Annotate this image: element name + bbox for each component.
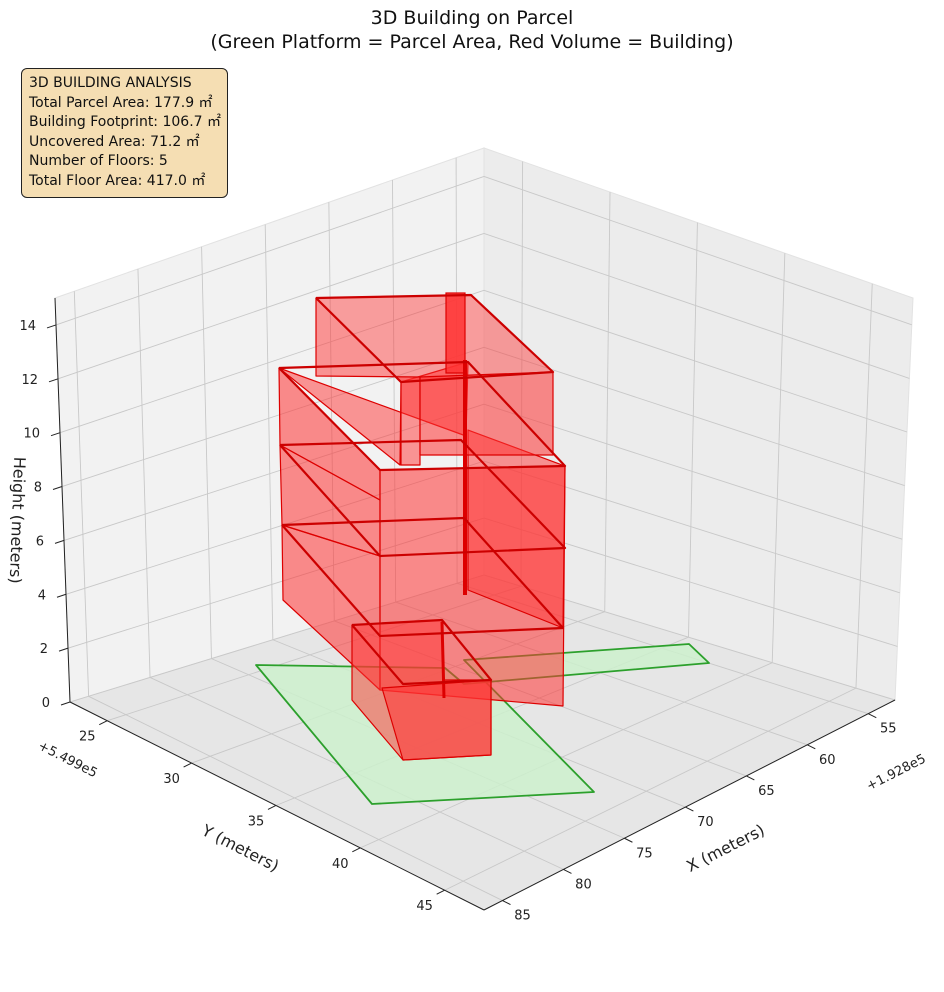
floor-outline-5 (351, 618, 493, 686)
z-axis-label: Height (meters) (6, 456, 29, 584)
z-gridline-right (483, 403, 903, 540)
z-tick-label: 6 (36, 534, 44, 549)
z-gridline-left (57, 232, 485, 380)
floor5-right-face (419, 371, 554, 456)
x-gridline-wall (201, 246, 212, 659)
z-axis-line (54, 297, 71, 703)
info-heading: 3D BUILDING ANALYSIS (29, 75, 192, 91)
info-total-floor-area: Total Floor Area: 417.0 ㎡ (29, 172, 206, 189)
z-tick (50, 432, 61, 437)
y-gridline-wall (771, 253, 786, 663)
z-gridline-left (55, 176, 485, 326)
x-tick (624, 837, 633, 843)
analysis-info-box: 3D BUILDING ANALYSIS Total Parcel Area: … (21, 68, 228, 198)
x-tick-label: 55 (880, 722, 897, 737)
x-tick (807, 744, 816, 750)
chart-subtitle: (Green Platform = Parcel Area, Red Volum… (210, 31, 734, 53)
y-gridline-wall (855, 283, 873, 689)
axes (46, 297, 896, 911)
floor-outline-2 (279, 438, 567, 558)
x-gridline-wall (137, 268, 151, 678)
tick-labels: 55 60 65 70 75 80 85 25 30 35 40 45 0 2 4 6 8 10 12 14 (19, 319, 896, 924)
y-gridline-wall (604, 192, 611, 612)
floor-outline-3 (281, 516, 565, 638)
floor-outline-4 (315, 293, 555, 384)
z-gridline-right (483, 176, 912, 326)
y-gridline-floor (360, 662, 773, 849)
x-axis-label: X (meters) (683, 820, 767, 876)
x-offset-text: +1.928e5 (864, 752, 928, 795)
x-tick (563, 868, 572, 874)
y-gridline-wall (688, 222, 698, 638)
z-tick-label: 8 (34, 481, 42, 496)
y-tick (99, 720, 108, 726)
x-tick (868, 713, 877, 719)
info-number-of-floors: Number of Floors: 5 (29, 153, 168, 170)
y-tick-label: 30 (163, 772, 180, 787)
y-tick (267, 805, 277, 810)
y-tick-label: 35 (248, 814, 265, 829)
y-tick (352, 847, 361, 853)
y-axis-line (69, 701, 485, 911)
z-tick (46, 324, 57, 329)
z-gridline-right (483, 232, 910, 379)
y-offset-text: +5.499e5 (35, 739, 99, 782)
y-tick (436, 889, 445, 895)
x-gridline-floor (88, 695, 503, 901)
x-axis-line (483, 699, 896, 911)
y-tick-label: 25 (79, 730, 96, 745)
info-building-footprint: Building Footprint: 106.7 ㎡ (29, 114, 222, 131)
x-tick-label: 70 (697, 815, 714, 830)
x-tick (502, 900, 511, 905)
z-tick (56, 593, 67, 598)
info-uncovered-area: Uncovered Area: 71.2 ㎡ (29, 133, 200, 150)
z-gridline-right (483, 346, 905, 487)
z-tick (52, 486, 63, 491)
x-gridline-wall (73, 291, 90, 697)
z-tick (54, 539, 65, 544)
info-total-parcel-area: Total Parcel Area: 177.9 ㎡ (29, 94, 213, 111)
x-tick-label: 75 (636, 846, 653, 861)
y-axis-label: Y (meters) (198, 820, 282, 875)
z-tick-label: 14 (19, 319, 36, 334)
z-tick (60, 701, 71, 706)
z-tick (48, 378, 59, 383)
x-tick-label: 60 (819, 753, 836, 768)
z-tick (58, 647, 69, 652)
y-gridline-floor (444, 687, 857, 891)
x-gridline-wall (264, 224, 274, 640)
upper-column (445, 292, 466, 374)
z-gridline-left (61, 346, 485, 487)
z-gridline-left (59, 289, 485, 434)
z-tick-label: 2 (40, 642, 48, 657)
y-tick (183, 762, 192, 768)
x-tick-label: 65 (758, 784, 775, 799)
x-tick-label: 80 (575, 877, 592, 892)
y-tick-label: 40 (332, 857, 349, 872)
z-tick-label: 10 (23, 427, 40, 442)
floor-outline-1 (278, 360, 567, 472)
chart-title: 3D Building on Parcel (370, 7, 574, 29)
z-tick-label: 0 (42, 696, 50, 711)
ground-column (440, 621, 446, 699)
z-tick-label: 12 (21, 373, 38, 388)
x-tick-label: 85 (514, 909, 531, 924)
z-tick-label: 4 (38, 588, 46, 603)
y-tick-label: 45 (416, 899, 433, 914)
x-tick (746, 775, 755, 781)
x-tick (685, 806, 694, 812)
building-volume (278, 292, 567, 761)
z-gridline-right (483, 289, 908, 433)
